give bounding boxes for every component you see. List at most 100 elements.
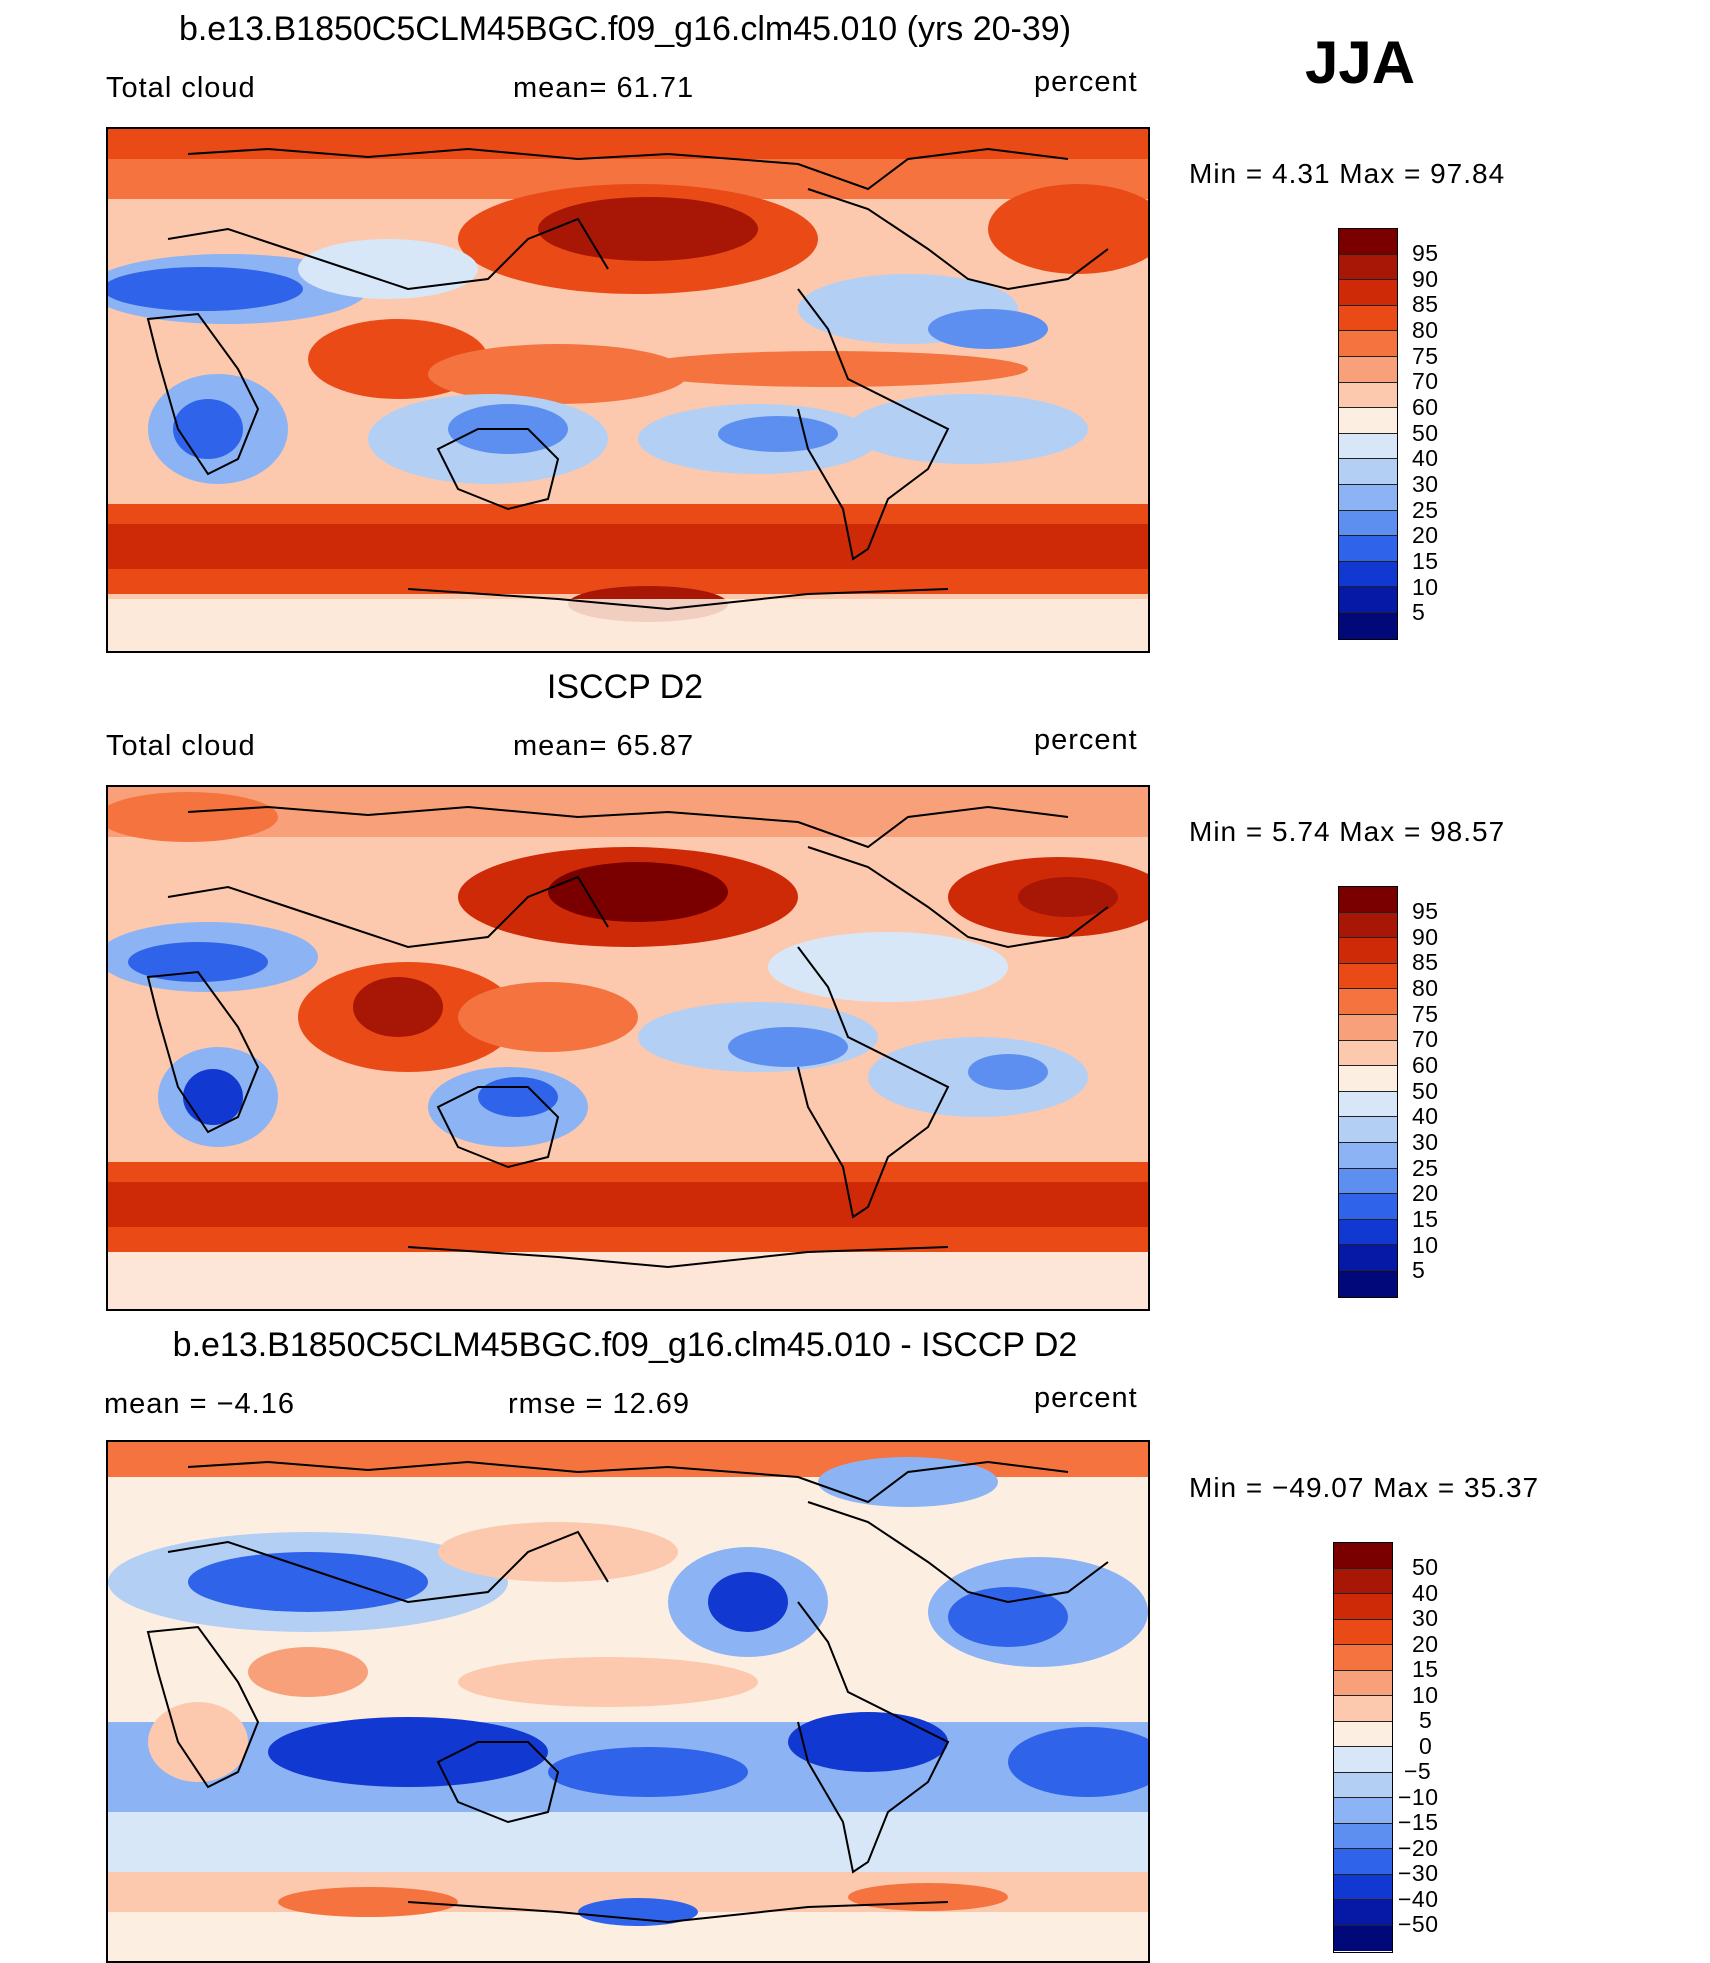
panel-1-colorbar-swatch (1339, 382, 1397, 409)
panel-3-colorbar-label: −15 (1398, 1809, 1439, 1835)
panel-2-contour-field (108, 787, 1148, 1309)
panel-1-map (106, 127, 1150, 653)
panel-2-colorbar-swatch (1339, 1168, 1397, 1195)
panel-2-colorbar-label: 30 (1412, 1129, 1439, 1155)
panel-1-colorbar-label: 95 (1412, 240, 1439, 266)
panel-2-colorbar-swatch (1339, 1040, 1397, 1067)
panel-1-mean-label: mean= 61.71 (513, 72, 695, 104)
panel-1-units-label: percent (1034, 66, 1138, 98)
panel-3-colorbar-swatch (1334, 1823, 1392, 1849)
panel-3-colorbar-label: 5 (1419, 1707, 1433, 1733)
panel-1-minmax: Min = 4.31 Max = 97.84 (1189, 158, 1506, 189)
panel-3-colorbar-label: 40 (1412, 1580, 1439, 1606)
panel-3-colorbar-swatch (1334, 1798, 1392, 1824)
panel-2-colorbar-label: 15 (1412, 1206, 1439, 1232)
panel-2-colorbar-label: 10 (1412, 1232, 1439, 1258)
panel-2-colorbar-label: 70 (1412, 1026, 1439, 1052)
panel-1-colorbar-swatch (1339, 280, 1397, 306)
panel-3-colorbar-swatch (1334, 1772, 1392, 1798)
panel-2-colorbar-swatch (1339, 963, 1397, 990)
panel-1-contour-field (108, 129, 1148, 651)
panel-2-colorbar-label: 75 (1412, 1001, 1439, 1027)
panel-3-colorbar-label: −20 (1398, 1835, 1439, 1861)
panel-3-colorbar-label: 50 (1412, 1554, 1439, 1580)
panel-2-colorbar-label: 80 (1412, 975, 1439, 1001)
panel-1-colorbar-label: 60 (1412, 394, 1439, 420)
panel-3-rmse-label: rmse = 12.69 (508, 1388, 691, 1420)
panel-1-colorbar-swatch (1339, 433, 1397, 460)
panel-1-colorbar-swatch (1339, 510, 1397, 537)
panel-2-colorbar-swatch (1339, 1270, 1397, 1297)
panel-1-colorbar-swatch (1339, 254, 1397, 281)
season-label: JJA (1305, 29, 1416, 96)
panel-2-colorbar-label: 25 (1412, 1155, 1439, 1181)
panel-1-colorbar-swatch (1339, 331, 1397, 357)
panel-3-colorbar-swatch (1334, 1696, 1392, 1722)
panel-2-colorbar-swatch (1339, 1014, 1397, 1041)
panel-2-colorbar-swatch (1339, 1091, 1397, 1118)
panel-3-colorbar-label: −40 (1398, 1886, 1439, 1912)
panel-2-colorbar-label: 95 (1412, 898, 1439, 924)
panel-2-colorbar-swatch (1339, 912, 1397, 939)
panel-3-colorbar-label: 20 (1412, 1631, 1439, 1657)
panel-3-colorbar-swatch (1334, 1645, 1392, 1671)
panel-3-colorbar-swatch (1334, 1619, 1392, 1645)
panel-1-colorbar-label: 5 (1412, 599, 1426, 625)
panel-2-colorbar-label: 85 (1412, 949, 1439, 975)
panel-1-colorbar-label: 20 (1412, 522, 1439, 548)
panel-2-title: ISCCP D2 (546, 668, 704, 706)
panel-3-colorbar-swatch (1334, 1594, 1392, 1620)
panel-2-colorbar (1338, 886, 1398, 1298)
panel-1-colorbar-swatch (1339, 459, 1397, 485)
panel-3-colorbar-swatch (1334, 1747, 1392, 1773)
panel-3-colorbar-swatch (1334, 1874, 1392, 1900)
panel-1-variable-label: Total cloud (106, 72, 256, 104)
panel-2-colorbar-label: 90 (1412, 924, 1439, 950)
panel-1-colorbar-swatch (1339, 229, 1397, 255)
panel-1-colorbar-label: 50 (1412, 420, 1439, 446)
panel-3-colorbar-label: −30 (1398, 1860, 1439, 1886)
panel-1-colorbar-swatch (1339, 408, 1397, 434)
panel-3-colorbar-label: −10 (1398, 1784, 1439, 1810)
panel-2-units-label: percent (1034, 724, 1138, 756)
panel-1-colorbar-swatch (1339, 561, 1397, 588)
panel-1-colorbar-label: 10 (1412, 574, 1439, 600)
panel-3-colorbar-label: 15 (1412, 1656, 1439, 1682)
panel-2-colorbar-swatch (1339, 1142, 1397, 1169)
panel-2-colorbar-label: 50 (1412, 1078, 1439, 1104)
panel-1-title: b.e13.B1850C5CLM45BGC.f09_g16.clm45.010 … (178, 10, 1072, 48)
panel-2-colorbar-label: 5 (1412, 1257, 1426, 1283)
panel-2-colorbar-label: 40 (1412, 1103, 1439, 1129)
panel-3-colorbar-swatch (1334, 1900, 1392, 1926)
panel-1-colorbar-label: 75 (1412, 343, 1439, 369)
panel-3-colorbar-swatch (1334, 1925, 1392, 1951)
panel-3-colorbar-swatch (1334, 1721, 1392, 1747)
panel-1-colorbar-label: 80 (1412, 317, 1439, 343)
panel-2-colorbar-swatch (1339, 1066, 1397, 1092)
panel-3-mean-label: mean = −4.16 (104, 1388, 295, 1420)
panel-2-colorbar-label: 20 (1412, 1180, 1439, 1206)
panel-2-mean-label: mean= 65.87 (513, 730, 695, 762)
panel-1-colorbar-label: 40 (1412, 445, 1439, 471)
panel-1-colorbar-label: 25 (1412, 497, 1439, 523)
panel-2-colorbar-swatch (1339, 1245, 1397, 1271)
panel-3-colorbar-swatch (1334, 1568, 1392, 1594)
panel-3-colorbar (1333, 1542, 1393, 1953)
panel-3-map (106, 1440, 1150, 1963)
panel-2-colorbar-swatch (1339, 887, 1397, 913)
panel-3-minmax: Min = −49.07 Max = 35.37 (1189, 1472, 1540, 1503)
panel-1-colorbar-swatch (1339, 356, 1397, 383)
panel-1-colorbar (1338, 228, 1398, 640)
panel-1-colorbar-label: 30 (1412, 471, 1439, 497)
panel-2-variable-label: Total cloud (106, 730, 256, 762)
panel-2-colorbar-swatch (1339, 1117, 1397, 1143)
panel-2-colorbar-swatch (1339, 938, 1397, 964)
panel-2-colorbar-label: 60 (1412, 1052, 1439, 1078)
panel-3-title: b.e13.B1850C5CLM45BGC.f09_g16.clm45.010 … (172, 1326, 1078, 1364)
panel-1-colorbar-label: 70 (1412, 368, 1439, 394)
panel-1-colorbar-swatch (1339, 484, 1397, 511)
panel-1-colorbar-label: 85 (1412, 291, 1439, 317)
panel-1-colorbar-swatch (1339, 536, 1397, 562)
panel-2-colorbar-swatch (1339, 1194, 1397, 1220)
panel-3-colorbar-label: 30 (1412, 1605, 1439, 1631)
